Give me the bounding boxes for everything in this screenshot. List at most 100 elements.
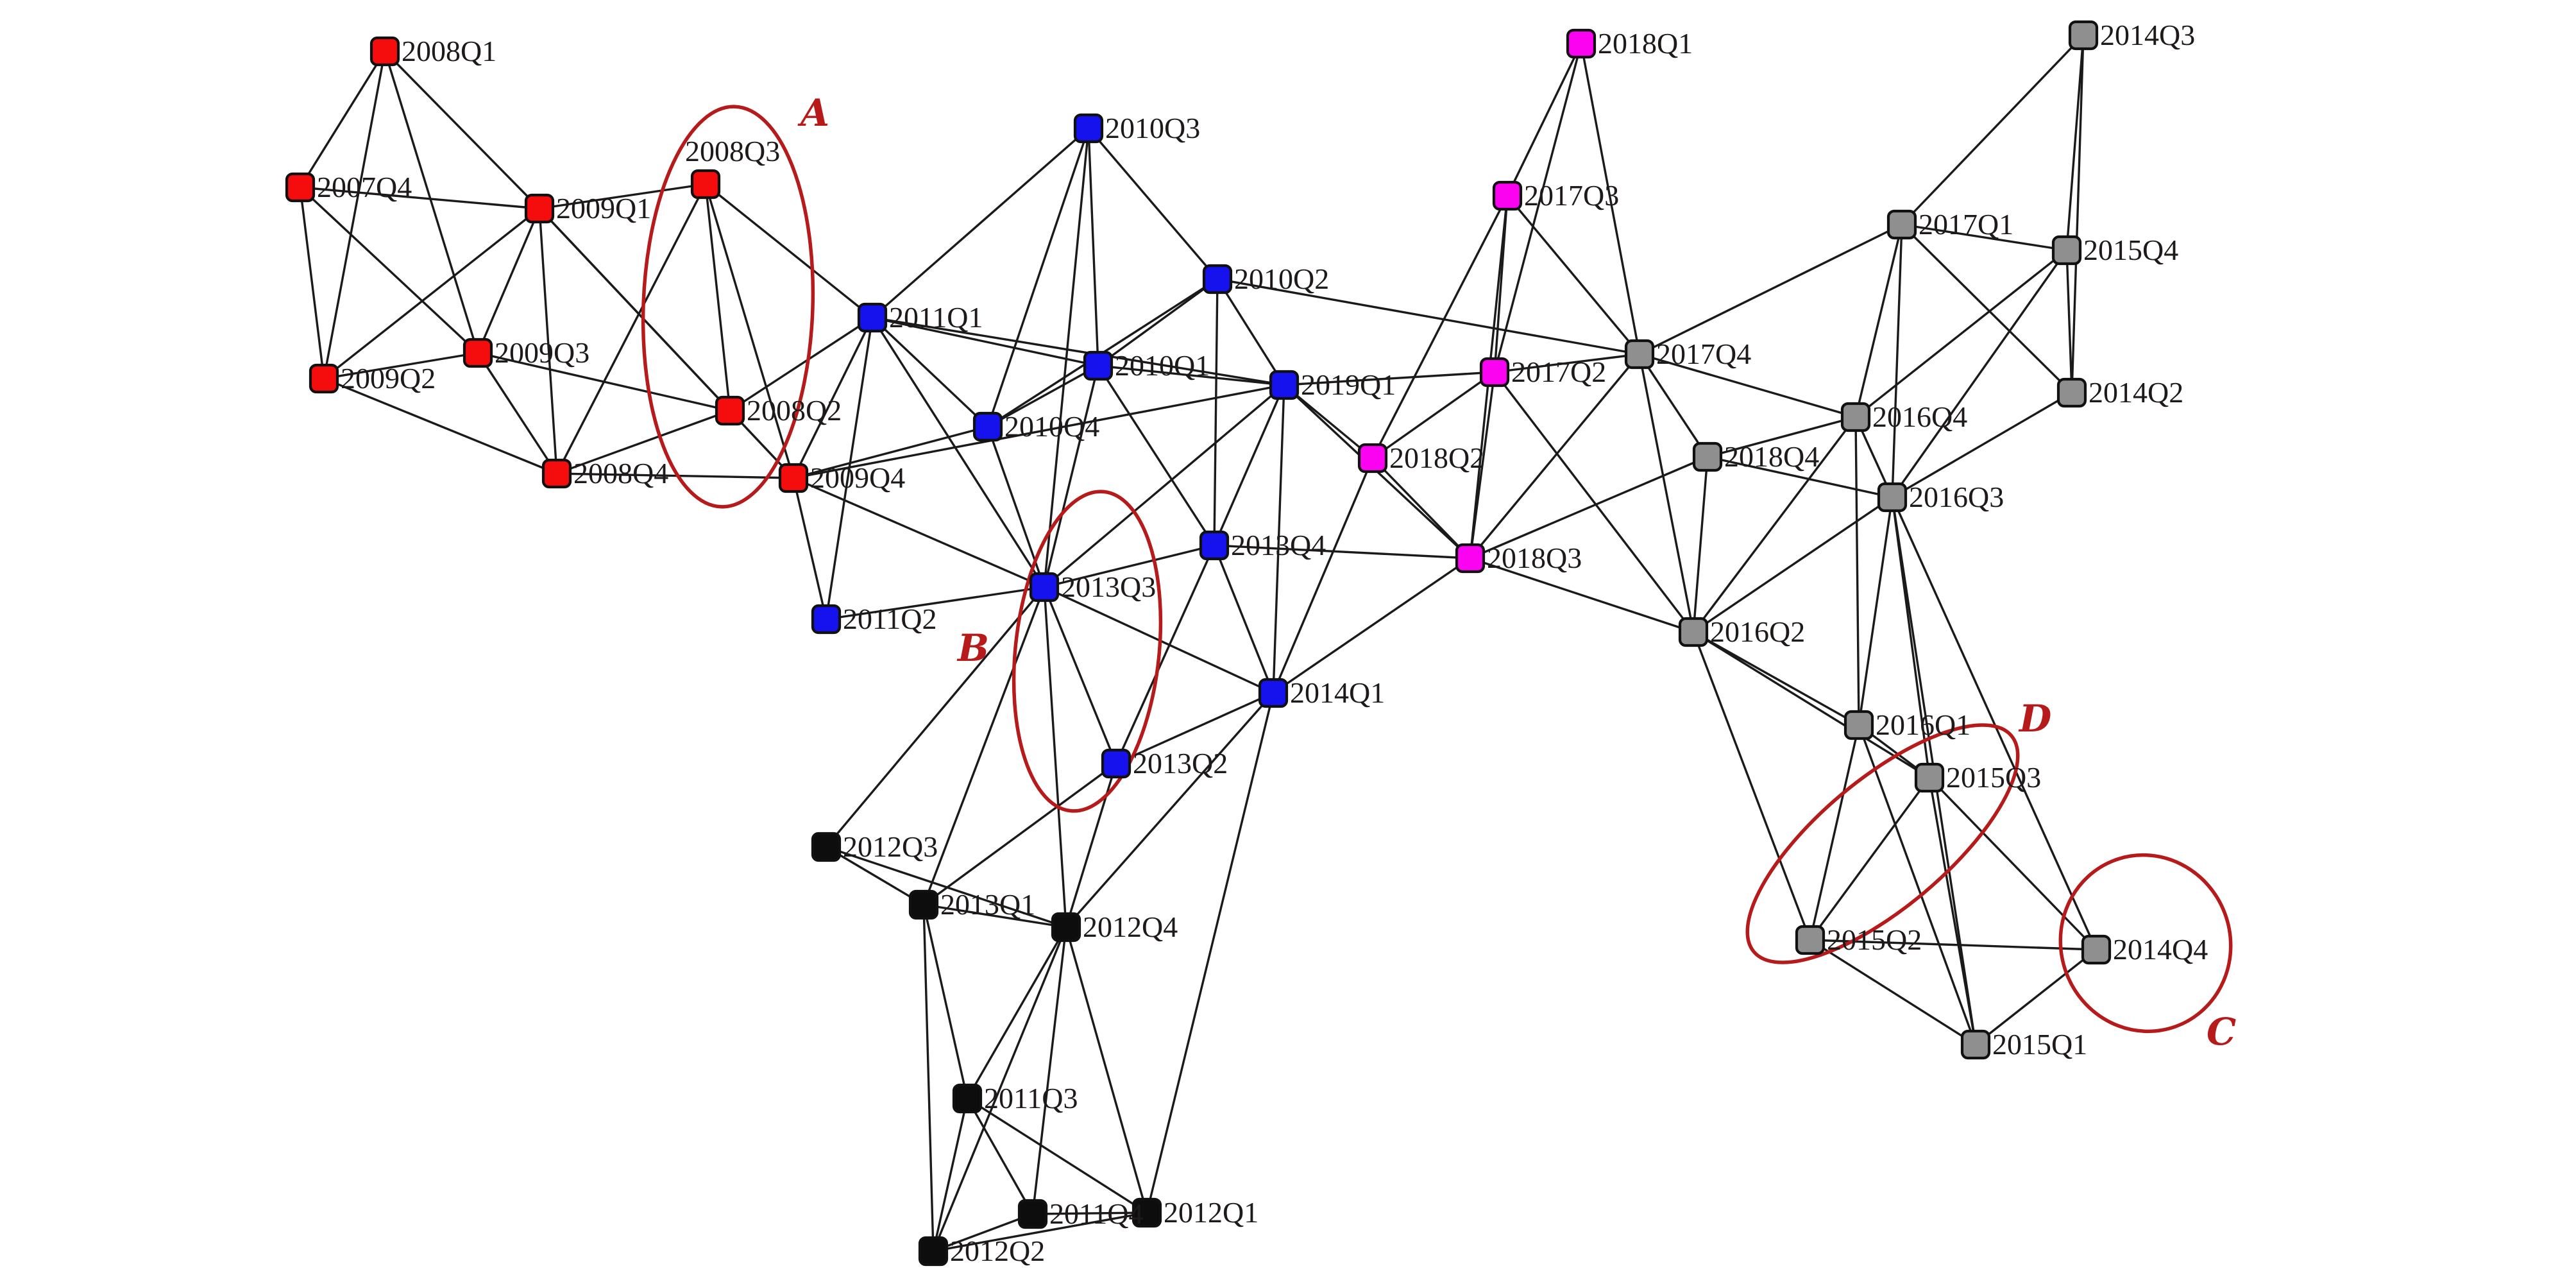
edge-2010Q2-2019Q1	[1216, 278, 1285, 386]
node-label-2016Q1: 2016Q1	[1876, 708, 1970, 741]
edge-2013Q3-2012Q3	[825, 586, 1046, 848]
edge-2008Q4-2008Q2	[556, 409, 731, 475]
node-2018Q2	[1357, 443, 1388, 474]
node-2008Q4	[541, 458, 572, 489]
node-2014Q2	[2056, 377, 2087, 408]
edge-2016Q3-2016Q1	[1858, 497, 1894, 726]
node-2011Q1	[857, 302, 888, 333]
edge-2012Q4-2011Q4	[1031, 927, 1067, 1215]
node-label-2009Q4: 2009Q4	[810, 461, 905, 494]
edge-2009Q1-2009Q3	[477, 208, 541, 354]
node-2014Q4	[2081, 934, 2112, 965]
edge-2008Q1-2009Q3	[384, 51, 479, 354]
edge-2013Q1-2012Q2	[922, 904, 935, 1252]
edge-2010Q1-2013Q4	[1097, 365, 1216, 546]
node-label-2013Q1: 2013Q1	[940, 888, 1035, 921]
cluster-ellipse-A	[641, 105, 815, 509]
edge-2012Q4-2012Q2	[932, 927, 1067, 1252]
node-label-2019Q1: 2019Q1	[1301, 368, 1396, 401]
edge-2008Q2-2011Q1	[729, 316, 873, 412]
edge-2019Q1-2014Q1	[1272, 384, 1285, 694]
node-2008Q3	[690, 169, 721, 200]
node-2010Q1	[1083, 350, 1114, 381]
edge-2017Q4-2018Q4	[1638, 354, 1709, 457]
edge-2018Q2-2018Q3	[1371, 457, 1471, 560]
edge-2017Q2-2018Q3	[1469, 372, 1496, 559]
edge-2013Q3-2011Q2	[826, 586, 1045, 620]
edge-2009Q4-2011Q2	[792, 477, 827, 620]
node-2009Q3	[462, 337, 493, 368]
node-2018Q3	[1455, 543, 1486, 574]
edge-2017Q2-2016Q2	[1493, 371, 1695, 633]
node-2015Q3	[1914, 762, 1945, 793]
node-2012Q3	[811, 832, 842, 862]
edge-2014Q1-2013Q2	[1115, 692, 1274, 765]
node-2012Q4	[1051, 912, 1081, 943]
edge-2017Q4-2017Q1	[1639, 223, 1902, 355]
edge-2010Q1-2013Q3	[1043, 365, 1099, 588]
cluster-label-B: B	[956, 626, 989, 670]
edge-2009Q4-2019Q1	[793, 384, 1285, 479]
node-label-2014Q3: 2014Q3	[2100, 19, 2195, 51]
edge-2010Q3-2010Q1	[1087, 128, 1099, 366]
edge-2012Q3-2012Q4	[826, 846, 1067, 928]
edge-2017Q2-2018Q2	[1372, 371, 1495, 459]
edge-2009Q1-2009Q2	[323, 207, 541, 380]
edge-2018Q4-2016Q2	[1692, 456, 1709, 633]
node-2010Q4	[972, 411, 1003, 442]
edge-2016Q2-2015Q3	[1693, 631, 1930, 779]
node-2017Q3	[1492, 180, 1523, 211]
node-label-2015Q4: 2015Q4	[2083, 234, 2178, 266]
edge-2007Q4-2009Q1	[300, 186, 540, 210]
edge-2009Q4-2013Q3	[793, 477, 1045, 588]
edge-2019Q1-2017Q2	[1284, 371, 1495, 386]
edge-2010Q2-2017Q4	[1217, 278, 1640, 355]
edge-2015Q3-2015Q1	[1928, 777, 1977, 1045]
edge-2016Q1-2015Q1	[1858, 724, 1977, 1045]
cluster-label-D: D	[2018, 697, 2051, 740]
edge-2016Q1-2015Q2	[1809, 724, 1860, 941]
node-2016Q3	[1877, 482, 1908, 513]
node-2014Q3	[2068, 20, 2099, 51]
node-2015Q2	[1795, 925, 1826, 955]
node-2012Q1	[1131, 1197, 1162, 1228]
edge-2018Q1-2017Q3	[1506, 43, 1582, 196]
edge-2010Q3-2010Q2	[1087, 127, 1219, 280]
node-2015Q1	[1960, 1029, 1991, 1060]
node-label-2007Q4: 2007Q4	[317, 171, 412, 203]
edge-2008Q1-2009Q1	[384, 50, 541, 210]
node-label-2011Q3: 2011Q3	[984, 1082, 1078, 1115]
edge-2019Q1-2013Q3	[1043, 384, 1285, 588]
edge-2014Q1-2018Q2	[1272, 457, 1374, 694]
edge-2014Q1-2018Q3	[1273, 557, 1471, 694]
node-labels-layer: 2008Q1 2007Q4 2009Q1 2008Q3 2009Q2 2009Q3 2008…	[317, 19, 2208, 1267]
edge-2018Q3-2016Q2	[1470, 557, 1694, 633]
edge-2018Q4-2016Q3	[1707, 456, 1893, 499]
edge-2008Q3-2008Q2	[704, 184, 731, 411]
node-label-2015Q3: 2015Q3	[1946, 761, 2041, 794]
node-label-2012Q4: 2012Q4	[1083, 910, 1178, 943]
edge-2017Q4-2016Q2	[1638, 354, 1695, 633]
edge-2016Q3-2016Q2	[1693, 496, 1893, 633]
cluster-ellipse-B	[1012, 490, 1163, 813]
node-label-2015Q1: 2015Q1	[1992, 1028, 2087, 1061]
node-2010Q3	[1073, 113, 1104, 144]
edge-2017Q1-2016Q3	[1891, 224, 1903, 498]
edge-2009Q4-2010Q4	[793, 425, 988, 479]
node-label-2018Q4: 2018Q4	[1724, 440, 1819, 473]
edge-2016Q2-2015Q2	[1692, 631, 1811, 941]
node-label-2009Q3: 2009Q3	[495, 336, 589, 369]
node-label-2013Q4: 2013Q4	[1231, 529, 1326, 561]
node-label-2017Q4: 2017Q4	[1656, 337, 1751, 370]
node-2011Q2	[811, 604, 842, 635]
edge-2011Q3-2012Q1	[967, 1097, 1148, 1214]
node-label-2012Q2: 2012Q2	[950, 1235, 1045, 1267]
edge-2014Q1-2012Q1	[1146, 692, 1275, 1213]
edge-2018Q4-2016Q4	[1707, 416, 1856, 458]
edge-2013Q2-2012Q4	[1065, 763, 1117, 928]
node-label-2018Q1: 2018Q1	[1598, 27, 1693, 60]
node-2008Q2	[715, 395, 745, 426]
node-2009Q4	[778, 463, 809, 493]
node-label-2017Q1: 2017Q1	[1919, 208, 2013, 241]
node-2007Q4	[285, 172, 316, 203]
